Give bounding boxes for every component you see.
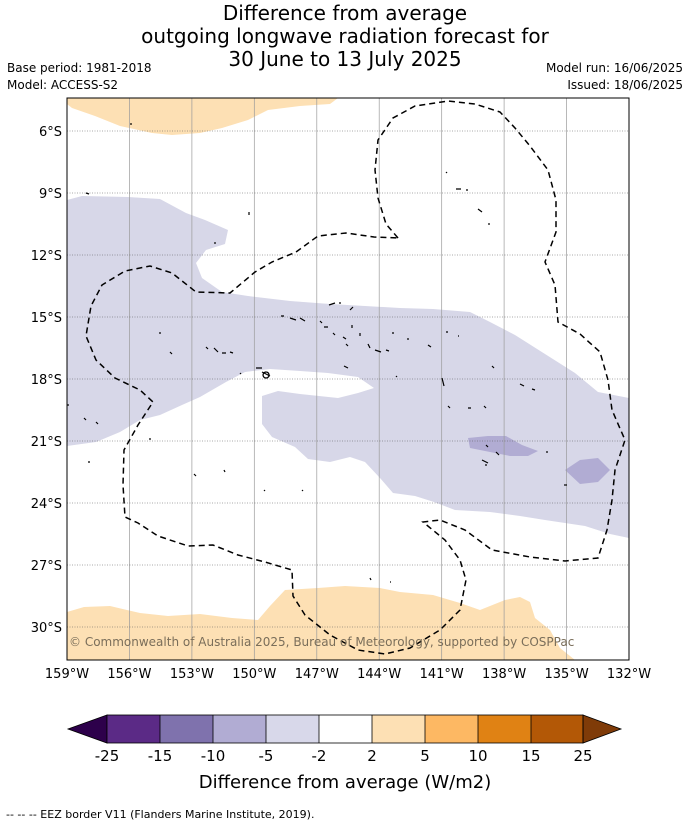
colorbar-tick-label: 25 (573, 747, 592, 765)
lon-label: 150°W (232, 667, 276, 682)
lon-label: 141°W (420, 667, 464, 682)
colorbar-bin (425, 715, 478, 743)
lon-label: 147°W (295, 667, 339, 682)
issued-text: Issued: 18/06/2025 (567, 78, 683, 92)
metadata-left: Base period: 1981-2018 Model: ACCESS-S2 (7, 60, 152, 94)
colorbar-bin (107, 715, 160, 743)
negative-anomaly-band (67, 196, 629, 538)
lon-label: 156°W (107, 667, 151, 682)
colorbar-bin (531, 715, 583, 743)
colorbar-tick-label: 2 (367, 747, 377, 765)
colorbar-bin (213, 715, 266, 743)
title-line-1: Difference from average (222, 1, 468, 25)
lat-gridlines (67, 130, 629, 628)
lat-label: 27°S (31, 559, 62, 574)
colorbar-tick-label: -5 (259, 747, 274, 765)
lat-label: 24°S (31, 497, 62, 512)
colorbar-title: Difference from average (W/m2) (199, 772, 491, 793)
map-figure: © Commonwealth of Australia 2025, Bureau… (31, 97, 651, 793)
lon-label: 132°W (607, 667, 651, 682)
colorbar-tick-label: 10 (468, 747, 487, 765)
eez-border (85, 100, 626, 655)
colorbar-tick-label: -25 (95, 747, 120, 765)
colorbar-high-extension (582, 714, 623, 744)
colorbar-bin (319, 715, 372, 743)
model-text: Model: ACCESS-S2 (7, 78, 119, 92)
colorbar: -25 -15 -10 -5 -2 2 5 10 15 25 Differenc… (66, 714, 623, 793)
colorbar-tick-label: 5 (420, 747, 430, 765)
negative-anomaly-patch-far-east (565, 458, 610, 484)
eez-legend-note: -- -- -- EEZ border V11 (Flanders Marine… (6, 808, 315, 821)
longitude-labels: 159°W 156°W 153°W 150°W 147°W 144°W 141°… (45, 667, 651, 682)
islands (67, 123, 567, 583)
lat-label: 12°S (31, 249, 62, 264)
colorbar-tick-labels: -25 -15 -10 -5 -2 2 5 10 15 25 (95, 747, 593, 765)
lon-label: 135°W (545, 667, 589, 682)
colorbar-tick-label: -15 (148, 747, 173, 765)
colorbar-bin (160, 715, 213, 743)
lon-label: 159°W (45, 667, 89, 682)
latitude-labels: 6°S 9°S 12°S 15°S 18°S 21°S 24°S 27°S 30… (31, 125, 62, 636)
lat-label: 18°S (31, 373, 62, 388)
lat-label: 30°S (31, 621, 62, 636)
map-title: Difference from average outgoing longwav… (0, 2, 690, 71)
colorbar-tick-label: 15 (521, 747, 540, 765)
title-line-2: outgoing longwave radiation forecast for (141, 24, 549, 48)
lon-label: 153°W (170, 667, 214, 682)
colorbar-bin (478, 715, 531, 743)
positive-anomaly-north (67, 98, 338, 135)
colorbar-low-extension (66, 714, 108, 744)
colorbar-bin (372, 715, 425, 743)
lon-label: 144°W (357, 667, 401, 682)
base-period-text: Base period: 1981-2018 (7, 61, 152, 75)
metadata-right: Model run: 16/06/2025 Issued: 18/06/2025 (546, 60, 683, 94)
positive-anomaly-south (67, 586, 575, 660)
lat-label: 15°S (31, 311, 62, 326)
colorbar-bin (266, 715, 319, 743)
lon-label: 138°W (482, 667, 526, 682)
copyright-notice: © Commonwealth of Australia 2025, Bureau… (69, 635, 574, 649)
colorbar-tick-label: -2 (312, 747, 327, 765)
model-run-text: Model run: 16/06/2025 (545, 61, 683, 75)
map-frame (66, 97, 630, 661)
lat-label: 21°S (31, 435, 62, 450)
title-line-3: 30 June to 13 July 2025 (228, 47, 462, 71)
map-panel: © Commonwealth of Australia 2025, Bureau… (67, 98, 629, 660)
lat-label: 6°S (39, 125, 62, 140)
lat-label: 9°S (39, 187, 62, 202)
colorbar-tick-label: -10 (201, 747, 226, 765)
